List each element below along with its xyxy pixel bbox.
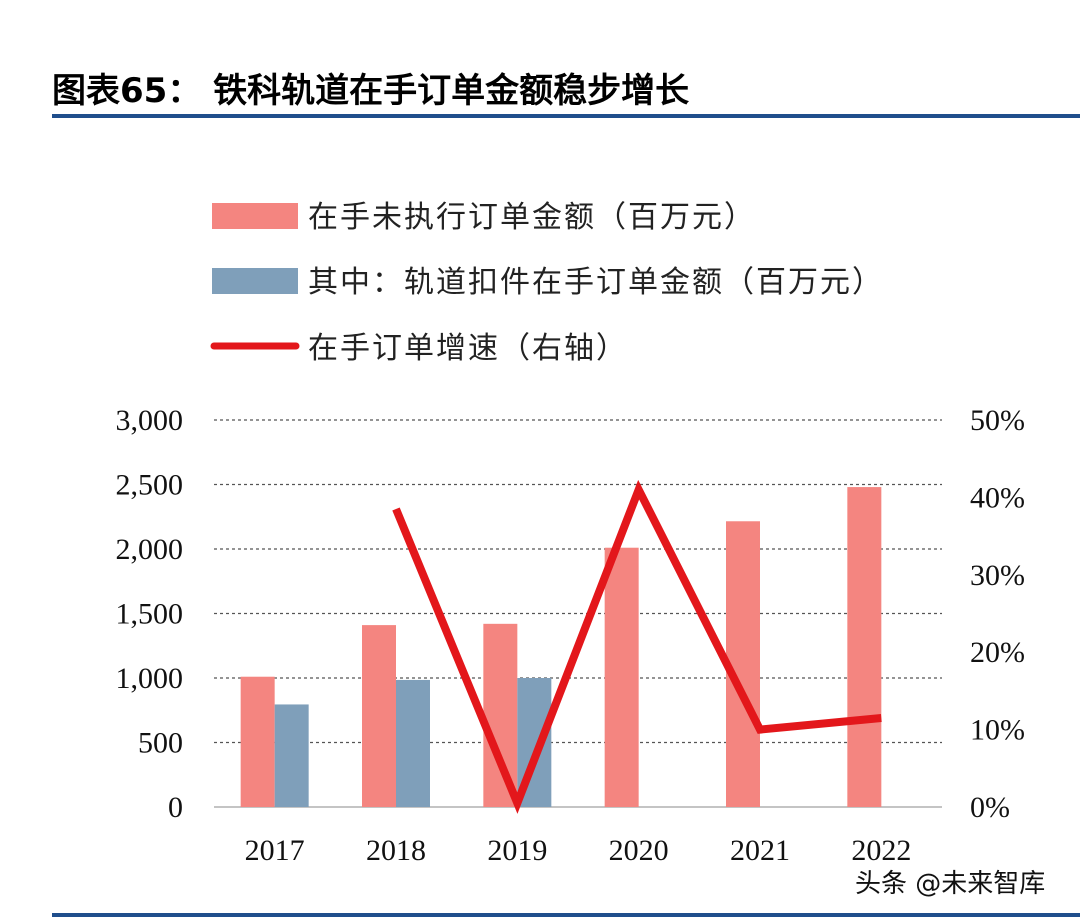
legend-swatch-total (212, 203, 298, 229)
x-axis-labels: 2017 2018 2019 2020 2021 2022 (245, 834, 912, 867)
bar-total-2021 (726, 521, 760, 807)
bar-total-2017 (240, 676, 275, 807)
legend-swatch-fasteners (212, 268, 298, 294)
x-tick-label: 2018 (366, 834, 426, 867)
bar-total-2020 (604, 547, 639, 807)
left-tick-label: 2,500 (116, 469, 184, 502)
bar-fasteners-2018 (396, 679, 430, 807)
chart-title: 图表65： 铁科轨道在手订单金额稳步增长 (52, 71, 689, 111)
bar-fasteners-2017 (274, 704, 309, 807)
x-tick-label: 2021 (730, 834, 790, 867)
left-tick-label: 2,000 (116, 533, 184, 566)
left-tick-label: 0 (168, 791, 183, 824)
legend-label-fasteners: 其中：轨道扣件在手订单金额（百万元） (308, 265, 884, 300)
legend: 在手未执行订单金额（百万元） 其中：轨道扣件在手订单金额（百万元） 在手订单增速… (210, 200, 884, 366)
right-tick-label: 10% (970, 714, 1025, 747)
grid (214, 419, 942, 808)
title-rule (52, 114, 1080, 118)
growth-line (392, 479, 882, 814)
x-tick-label: 2022 (851, 834, 911, 867)
right-tick-label: 40% (970, 481, 1025, 514)
legend-label-growth: 在手订单增速（右轴） (308, 331, 628, 366)
x-tick-label: 2017 (245, 834, 305, 867)
x-tick-label: 2020 (609, 834, 669, 867)
right-tick-label: 50% (970, 404, 1025, 437)
legend-label-total: 在手未执行订单金额（百万元） (308, 200, 756, 235)
left-tick-label: 500 (138, 727, 183, 760)
bar-total-2019 (483, 623, 518, 807)
x-tick-label: 2019 (487, 834, 547, 867)
left-tick-label: 3,000 (116, 404, 184, 437)
bar-total-2022 (847, 487, 882, 807)
left-tick-label: 1,500 (116, 598, 184, 631)
right-tick-label: 0% (970, 791, 1010, 824)
left-tick-label: 1,000 (116, 662, 184, 695)
right-tick-label: 20% (970, 636, 1025, 669)
right-tick-label: 30% (970, 559, 1025, 592)
footer-rule (52, 913, 1080, 917)
left-axis-ticks: 0 500 1,000 1,500 2,000 2,500 3,000 (116, 404, 184, 824)
bars (240, 487, 882, 807)
bar-total-2018 (362, 625, 396, 807)
right-axis-ticks: 0% 10% 20% 30% 40% 50% (970, 404, 1025, 824)
watermark: 头条 @未来智库 (855, 869, 1045, 899)
